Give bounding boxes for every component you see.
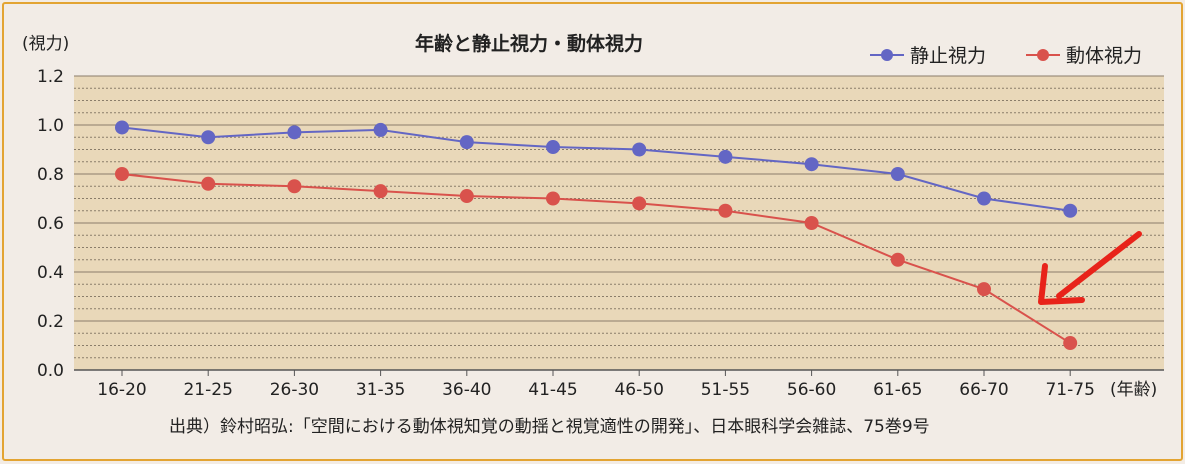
data-point-series-1	[1063, 203, 1078, 218]
y-tick-label: 0.6	[37, 214, 64, 234]
source-note: 出典）鈴村昭弘:「空間における動体視知覚の動揺と視覚適性の開発」、日本眼科学会雑…	[169, 417, 930, 437]
data-point-series-2	[201, 176, 216, 191]
y-tick-label: 0.2	[37, 312, 64, 332]
x-tick-labels: 16-20 21-25 26-30 31-35 36-40 41-45 46-50 51-55…	[97, 370, 1095, 400]
x-tick-label: 51-55	[701, 380, 750, 400]
series-group	[115, 120, 1078, 351]
x-tick-label: 26-30	[270, 380, 319, 400]
y-tick-label: 0.0	[37, 361, 64, 381]
x-tick-label: 36-40	[442, 380, 491, 400]
data-point-series-2	[804, 216, 819, 230]
y-tick-label: 0.4	[37, 263, 64, 283]
y-tick-label: 0.8	[37, 165, 64, 185]
y-tick-label: 1.2	[37, 67, 64, 87]
data-point-series-1	[201, 130, 216, 145]
y-axis-label: (視力)	[22, 34, 69, 54]
x-tick-label: 16-20	[97, 380, 146, 400]
data-point-series-1	[287, 125, 302, 140]
x-tick-label: 21-25	[183, 380, 232, 400]
legend-label-series-2: 動体視力	[1066, 45, 1142, 67]
data-point-series-2	[459, 189, 474, 204]
data-point-series-1	[804, 157, 819, 172]
data-point-series-2	[546, 191, 560, 206]
legend-marker-series-2	[1037, 49, 1049, 61]
data-point-series-1	[890, 167, 905, 181]
x-tick-label: 31-35	[356, 380, 405, 400]
x-tick-label: 61-65	[873, 380, 922, 400]
x-tick-label: 41-45	[528, 380, 577, 400]
data-point-series-1	[546, 140, 560, 155]
legend-label-series-1: 静止視力	[910, 45, 986, 67]
data-point-series-1	[459, 135, 474, 150]
x-axis-label: (年齢)	[1110, 380, 1157, 400]
data-point-series-2	[632, 196, 647, 211]
data-point-series-1	[632, 142, 647, 157]
y-tick-label: 1.0	[37, 116, 64, 136]
legend-marker-series-1	[881, 49, 893, 61]
annotation-arrow-shaft	[1056, 231, 1142, 299]
x-tick-label: 56-60	[787, 380, 836, 400]
grid-lines	[74, 75, 1164, 371]
data-point-series-2	[977, 282, 991, 297]
line-chart: 0.0 0.2 0.4 0.6 0.8 1.0 1.2 16-20 21-25 26-30 31-…	[22, 32, 1164, 437]
legend: 静止視力 動体視力	[870, 45, 1142, 67]
series-line-2	[121, 173, 1071, 344]
x-tick-label: 46-50	[614, 380, 663, 400]
data-point-series-1	[115, 120, 129, 135]
y-tick-labels: 0.0 0.2 0.4 0.6 0.8 1.0 1.2	[37, 67, 64, 381]
annotation-arrow	[1038, 231, 1142, 305]
chart-title: 年齢と静止視力・動体視力	[415, 32, 643, 55]
annotation-arrow-head	[1038, 263, 1085, 305]
x-tick-label: 66-70	[959, 380, 1008, 400]
data-point-series-1	[977, 191, 991, 206]
data-point-series-2	[718, 203, 733, 218]
data-point-series-2	[287, 179, 302, 194]
data-point-series-2	[373, 184, 388, 199]
data-point-series-2	[1063, 336, 1078, 351]
data-point-series-1	[373, 122, 388, 137]
data-point-series-2	[115, 167, 129, 181]
series-line-1	[121, 126, 1071, 212]
data-point-series-1	[718, 149, 733, 164]
data-point-series-2	[890, 252, 905, 267]
x-tick-label: 71-75	[1045, 380, 1094, 400]
